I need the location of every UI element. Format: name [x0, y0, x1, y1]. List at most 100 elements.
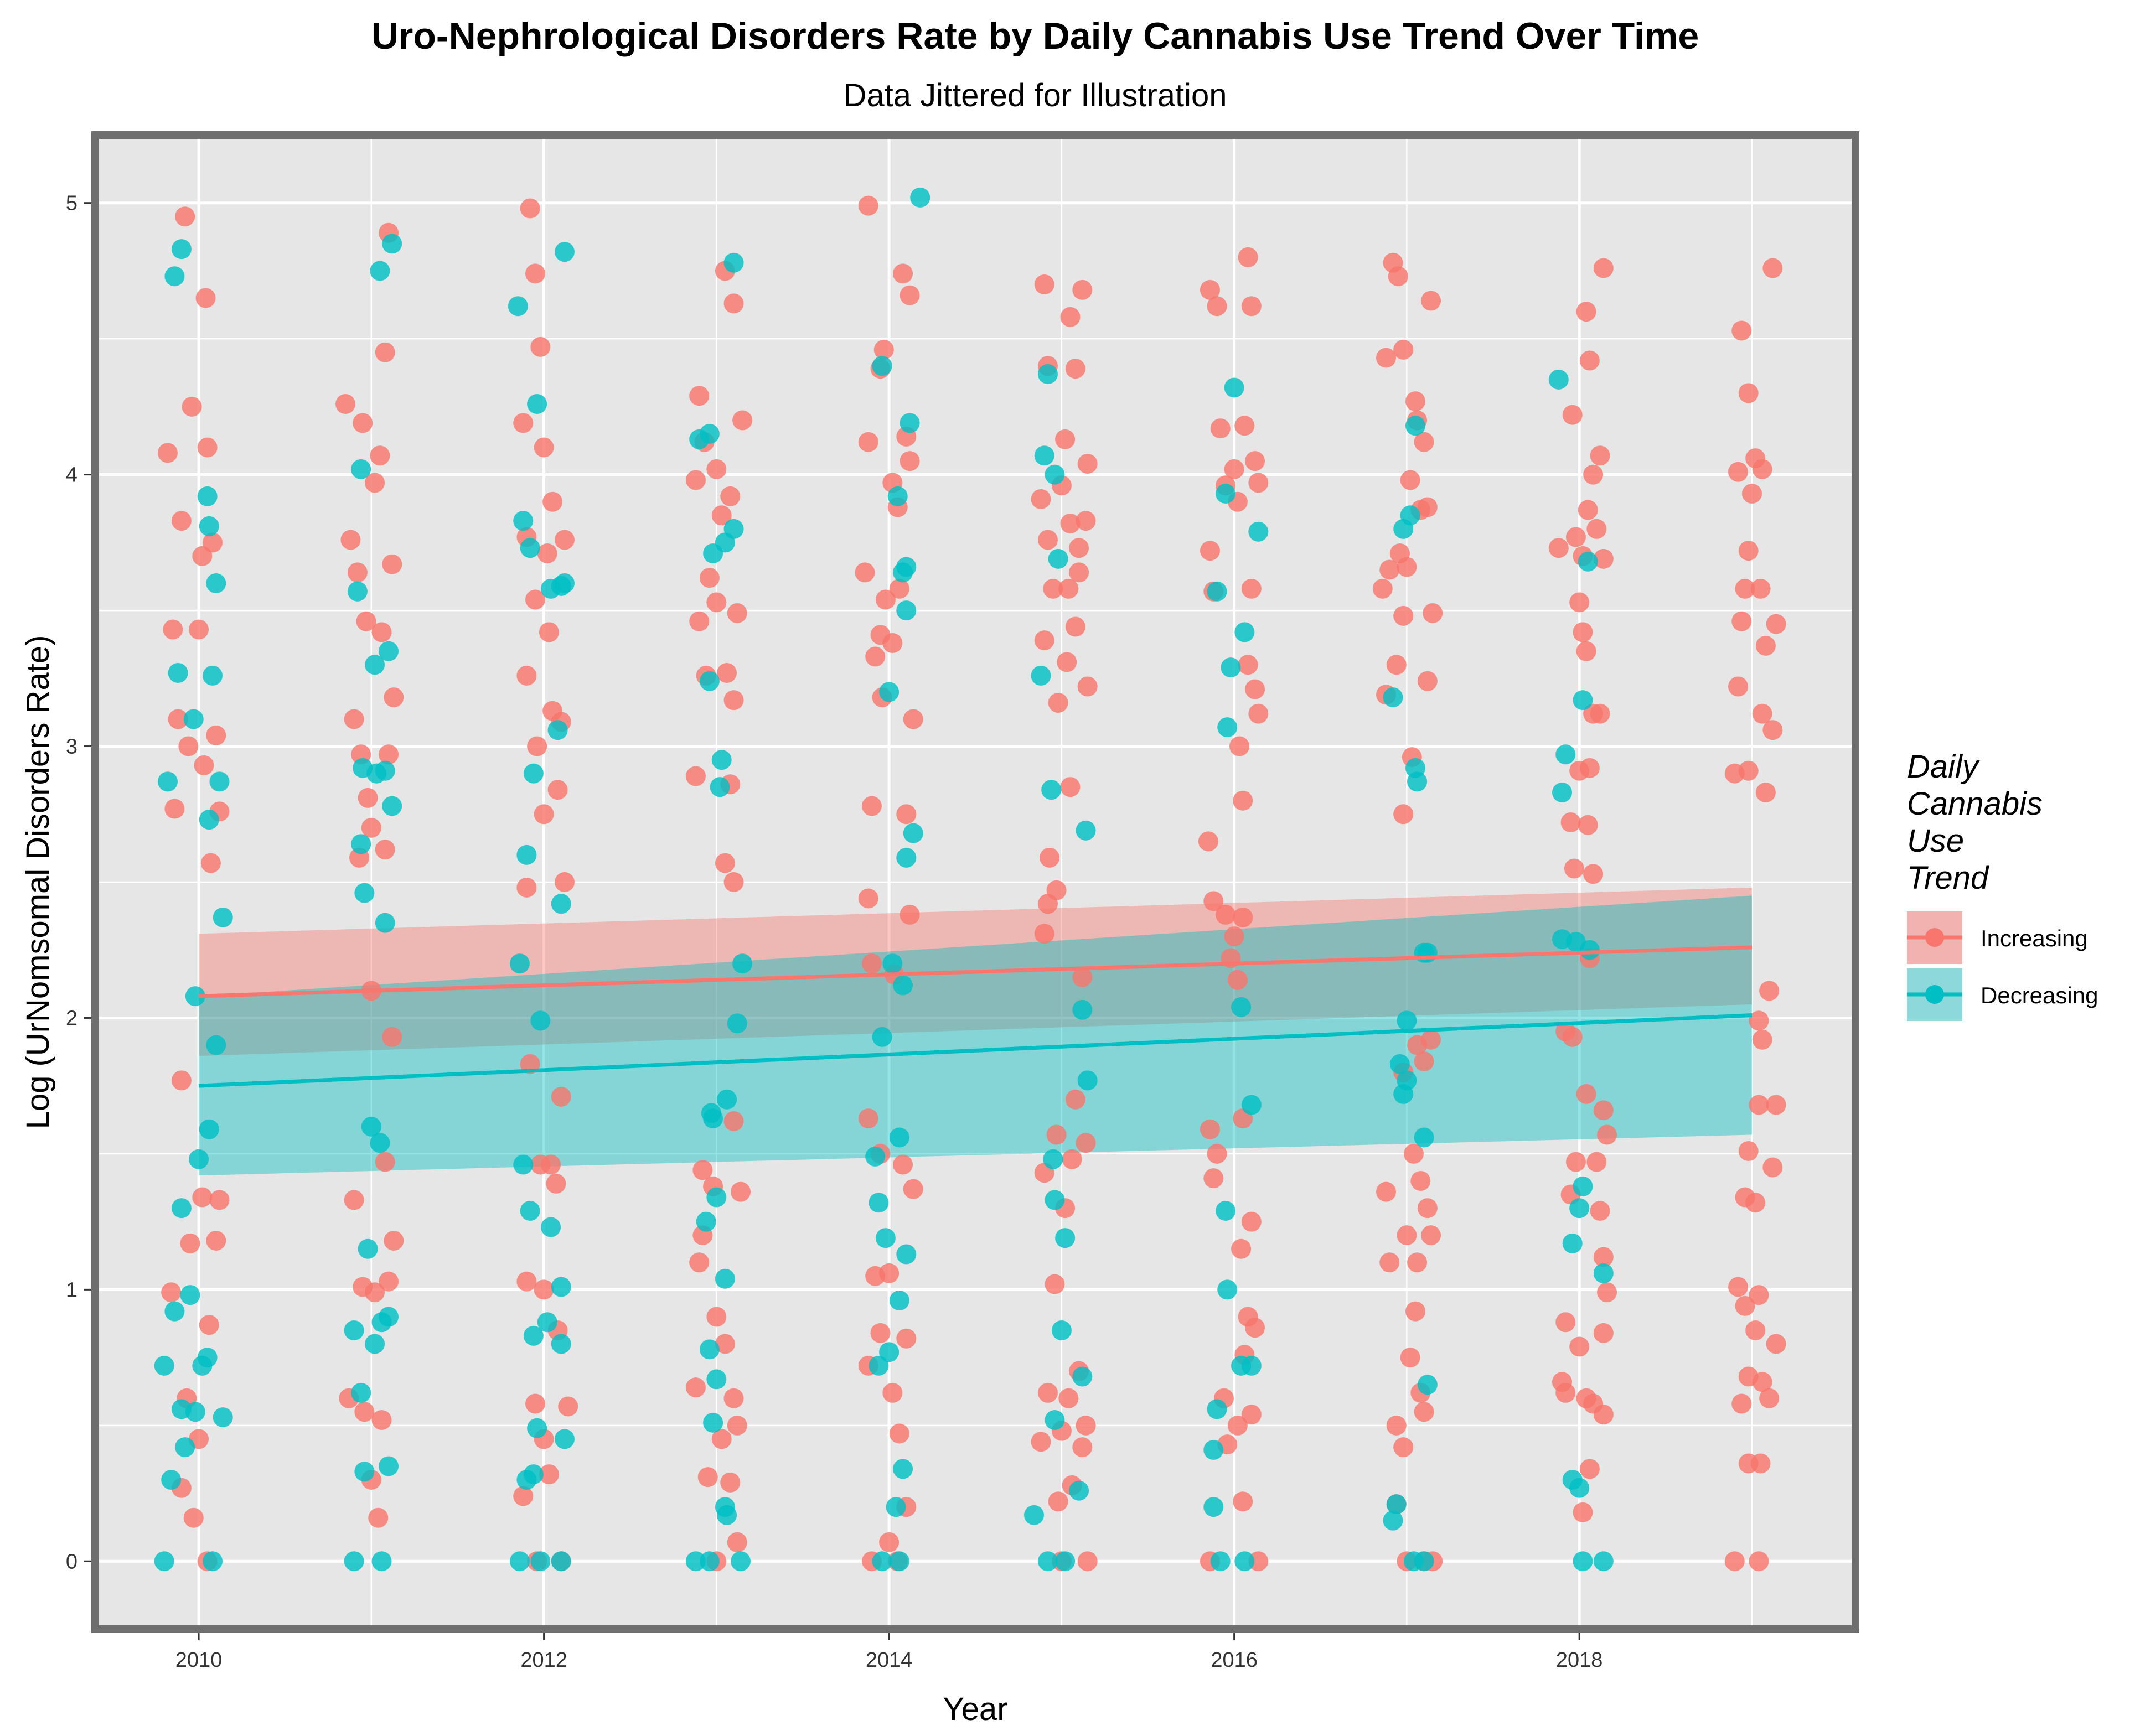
point-decreasing	[1216, 1201, 1236, 1221]
point-decreasing	[1417, 1375, 1438, 1395]
point-increasing	[1057, 652, 1077, 672]
point-increasing	[1072, 279, 1093, 300]
point-increasing	[335, 394, 356, 414]
point-increasing	[1745, 1320, 1766, 1340]
point-increasing	[195, 288, 216, 308]
point-decreasing	[551, 894, 571, 914]
point-increasing	[1207, 296, 1227, 317]
point-increasing	[723, 690, 744, 711]
point-decreasing	[910, 187, 930, 208]
point-increasing	[1386, 1415, 1407, 1436]
point-decreasing	[351, 834, 371, 854]
point-increasing	[1393, 804, 1414, 825]
point-increasing	[1728, 462, 1748, 482]
point-increasing	[525, 1393, 545, 1414]
point-increasing	[900, 904, 920, 925]
point-decreasing	[1024, 1505, 1044, 1525]
point-decreasing	[896, 557, 917, 577]
point-increasing	[1210, 418, 1231, 439]
point-decreasing	[1037, 364, 1058, 384]
point-increasing	[858, 888, 878, 909]
point-decreasing	[154, 1551, 174, 1572]
point-increasing	[893, 1154, 913, 1175]
point-increasing	[1593, 1247, 1614, 1267]
point-increasing	[1583, 864, 1604, 884]
trend-lines	[198, 945, 1753, 1088]
point-increasing	[720, 486, 741, 506]
point-increasing	[1048, 693, 1068, 713]
point-increasing	[555, 530, 575, 550]
point-decreasing	[523, 1325, 544, 1346]
point-increasing	[1762, 720, 1783, 740]
point-increasing	[375, 840, 395, 860]
point-increasing	[889, 1423, 909, 1444]
point-increasing	[197, 437, 218, 458]
point-decreasing	[1037, 1551, 1058, 1572]
point-decreasing	[1555, 744, 1576, 765]
point-decreasing	[361, 1116, 381, 1137]
point-increasing	[340, 530, 361, 550]
point-increasing	[382, 554, 402, 574]
point-increasing	[1397, 557, 1417, 577]
point-increasing	[893, 263, 913, 284]
point-increasing	[1578, 815, 1598, 835]
point-increasing	[1405, 391, 1425, 412]
point-increasing	[1241, 1405, 1262, 1425]
point-decreasing	[213, 907, 233, 927]
point-increasing	[1245, 1318, 1265, 1338]
point-decreasing	[715, 1268, 735, 1289]
point-decreasing	[209, 771, 230, 792]
point-increasing	[1241, 296, 1262, 317]
point-decreasing	[203, 1551, 223, 1572]
point-decreasing	[896, 847, 917, 868]
point-decreasing	[699, 424, 720, 444]
point-increasing	[157, 443, 178, 463]
point-increasing	[706, 592, 727, 613]
point-increasing	[1565, 527, 1586, 547]
point-decreasing	[382, 234, 402, 254]
point-increasing	[1403, 1143, 1424, 1164]
point-decreasing	[706, 1369, 727, 1390]
point-increasing	[513, 1486, 534, 1506]
y-tick-label: 4	[66, 464, 77, 487]
point-increasing	[371, 1410, 392, 1430]
point-increasing	[525, 589, 545, 610]
point-decreasing	[1221, 657, 1241, 678]
point-increasing	[689, 386, 710, 406]
legend-title-line: Trend	[1907, 860, 1989, 896]
point-decreasing	[1389, 1054, 1410, 1074]
point-increasing	[1238, 655, 1258, 675]
point-increasing	[1203, 1168, 1224, 1189]
point-increasing	[1752, 703, 1772, 724]
point-decreasing	[1248, 521, 1269, 542]
point-increasing	[1578, 500, 1598, 520]
point-increasing	[203, 532, 223, 553]
point-increasing	[1060, 777, 1081, 797]
point-increasing	[1234, 416, 1255, 436]
point-increasing	[727, 1415, 747, 1436]
point-decreasing	[703, 1108, 723, 1129]
point-decreasing	[1573, 690, 1593, 711]
point-increasing	[1738, 1141, 1759, 1161]
point-decreasing	[879, 1342, 900, 1362]
point-decreasing	[547, 720, 568, 740]
x-tick-label: 2018	[1556, 1649, 1603, 1672]
y-axis: 0 1 2 3 4 5	[66, 192, 91, 1573]
point-increasing	[1233, 907, 1253, 927]
point-increasing	[175, 206, 195, 227]
x-axis-title: Year	[943, 1691, 1007, 1727]
point-decreasing	[882, 953, 903, 974]
point-increasing	[1043, 578, 1063, 599]
point-increasing	[1562, 1027, 1583, 1047]
point-decreasing	[896, 1244, 917, 1265]
point-decreasing	[893, 1459, 913, 1479]
point-increasing	[896, 1328, 917, 1349]
x-axis: 2010 2012 2014 2016 2018	[175, 1633, 1603, 1672]
point-increasing	[1583, 703, 1604, 724]
point-decreasing	[1234, 622, 1255, 642]
point-decreasing	[509, 953, 530, 974]
point-decreasing	[530, 1010, 551, 1031]
point-increasing	[1037, 894, 1058, 914]
point-increasing	[546, 1173, 566, 1194]
legend: Daily Cannabis Use Trend Increasing Decr…	[1907, 749, 2098, 1021]
